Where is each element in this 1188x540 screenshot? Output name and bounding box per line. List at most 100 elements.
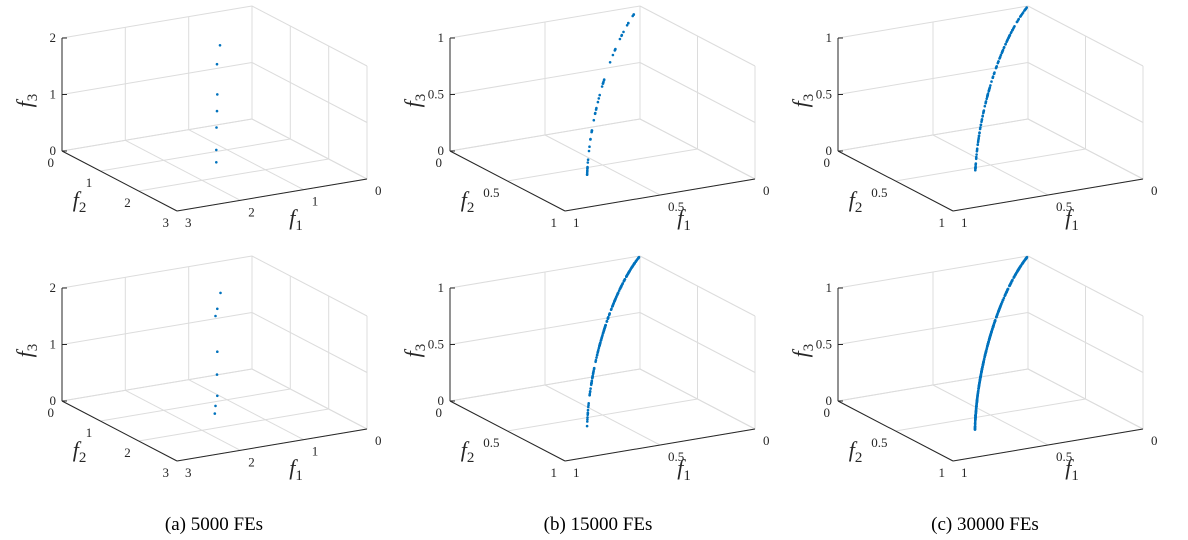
data-point — [1016, 268, 1020, 272]
f1-tick-label: 3 — [185, 215, 192, 230]
data-point — [598, 344, 601, 347]
data-point — [979, 376, 982, 379]
f1-tick-label: 0 — [763, 433, 770, 448]
data-point — [608, 312, 611, 315]
wall-grid-f3 — [639, 312, 756, 373]
floor-grid-f2 — [507, 398, 698, 432]
data-point — [586, 416, 589, 419]
caption-c: (c) 30000 FEs — [931, 514, 1039, 535]
f2-tick-label: 1 — [551, 465, 558, 480]
data-point — [586, 158, 590, 161]
floor-grid-f2 — [138, 408, 329, 442]
data-point — [1021, 11, 1025, 14]
data-point — [973, 425, 977, 428]
data-point — [983, 104, 987, 108]
data-point — [982, 358, 986, 361]
data-point — [974, 416, 977, 419]
data-point — [1023, 9, 1026, 12]
data-point — [591, 372, 595, 375]
data-point — [586, 418, 589, 421]
f2-tick-label: 0 — [436, 405, 443, 420]
wall-grid-f3 — [449, 62, 641, 95]
data-point — [1014, 273, 1017, 276]
data-point — [1015, 20, 1019, 24]
wall-grid-f3 — [251, 312, 368, 373]
f1-tick-label: 1 — [961, 215, 968, 230]
data-point — [1025, 256, 1028, 260]
data-point — [974, 157, 978, 161]
data-point — [215, 126, 218, 129]
data-point — [637, 255, 641, 259]
f2-axis-label: f2 — [73, 187, 87, 216]
data-point — [973, 422, 977, 426]
data-point — [586, 166, 589, 170]
f3-axis-label: f3 — [12, 94, 41, 108]
data-point — [979, 373, 983, 377]
data-point — [615, 295, 618, 299]
tick-labels: 0 1 2 0 1 2 3 0 1 2 3 — [48, 280, 382, 480]
floor-grid-f2 — [895, 398, 1086, 432]
data-point — [218, 44, 222, 47]
wall-grid-f3 — [1027, 118, 1144, 180]
subplot-2: 0 0.5 1 0 0.5 1 0 0.5 1 f3 f2 f1 — [400, 5, 770, 234]
f3-tick-label: 1 — [438, 30, 445, 45]
data-point — [991, 76, 994, 80]
data-point — [987, 89, 991, 92]
data-point — [1012, 26, 1016, 29]
data-point — [619, 285, 623, 289]
data-points — [585, 13, 636, 176]
grid — [837, 255, 1144, 462]
data-point — [999, 55, 1002, 58]
data-point — [975, 401, 979, 404]
caption-b: (b) 15000 FEs — [544, 514, 653, 535]
data-point — [995, 65, 998, 68]
axes — [61, 288, 368, 462]
wall-grid-f3 — [251, 5, 368, 67]
f2-axis-label: f2 — [461, 437, 475, 466]
data-point — [1022, 259, 1026, 263]
data-point — [997, 60, 1000, 63]
data-point — [979, 123, 983, 127]
floor-grid-f1 — [125, 389, 241, 451]
data-point — [606, 317, 610, 320]
data-point — [974, 165, 977, 168]
data-point — [627, 270, 631, 274]
data-point — [215, 109, 219, 113]
f1-tick-label: 1 — [961, 465, 968, 480]
f3-tick-label: 2 — [50, 30, 57, 45]
f1-tick-label: 0 — [763, 183, 770, 198]
f2-axis-line — [449, 400, 566, 462]
data-point — [215, 373, 219, 376]
data-point — [974, 418, 977, 422]
data-point — [215, 148, 218, 152]
wall-grid-f3 — [449, 255, 641, 289]
data-point — [975, 406, 978, 409]
f2-tick-label: 1 — [939, 465, 946, 480]
data-point — [592, 369, 595, 373]
data-point — [992, 72, 996, 75]
subplot-5: 0 0.5 1 0 0.5 1 0 0.5 1 f3 f2 f1 — [400, 255, 770, 484]
f1-axis-label: f1 — [289, 455, 303, 484]
f1-tick-label: 0 — [1151, 433, 1158, 448]
data-point — [616, 291, 620, 295]
data-point — [613, 299, 617, 302]
floor-grid-f1 — [125, 139, 241, 201]
data-point — [986, 93, 989, 97]
f3-axis-label: f3 — [400, 344, 429, 358]
f1-axis-line — [952, 428, 1144, 462]
data-point — [214, 314, 217, 318]
f1-tick-label: 0.5 — [1056, 199, 1072, 214]
data-point — [1017, 17, 1020, 21]
f1-tick-label: 2 — [248, 454, 255, 469]
wall-grid-f3 — [1027, 368, 1144, 430]
f3-tick-label: 0 — [50, 143, 57, 158]
wall-grid-f3 — [837, 255, 1029, 289]
data-point — [214, 404, 217, 408]
data-point — [620, 34, 623, 38]
data-point — [216, 93, 219, 96]
wall-grid-f3 — [1027, 5, 1144, 67]
data-point — [990, 330, 993, 333]
f2-tick-label: 0.5 — [871, 435, 887, 450]
data-point — [1001, 298, 1005, 302]
